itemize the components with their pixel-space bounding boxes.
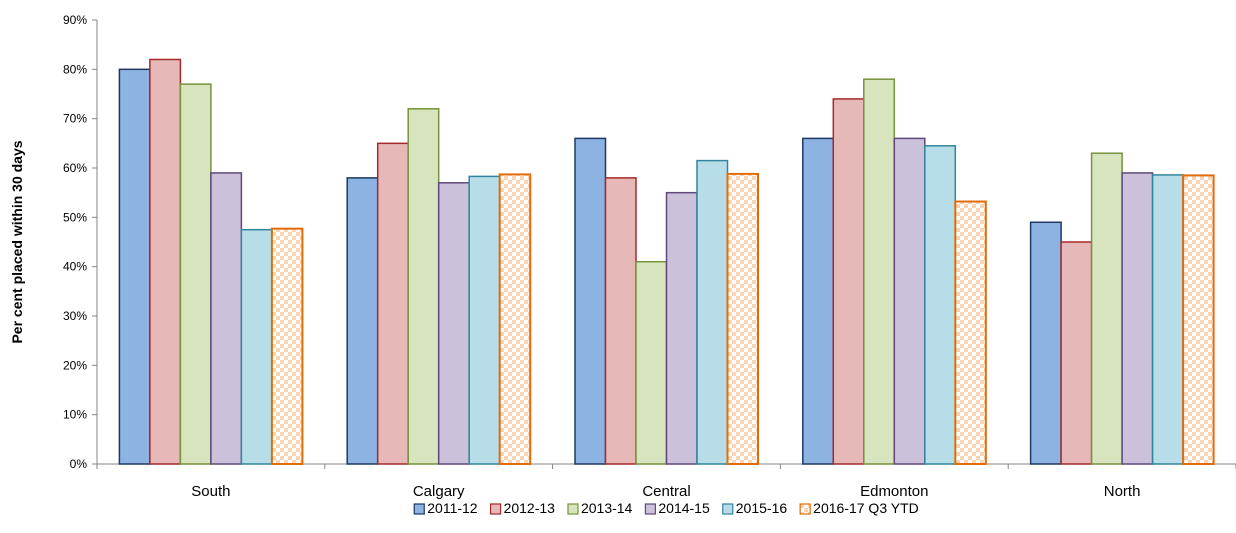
bar-north-2016-17-q3-ytd: [1182, 174, 1215, 465]
x-tick-label: North: [1104, 483, 1141, 500]
bar-south-2013-14: [179, 83, 212, 465]
y-tick-label: 90%: [63, 13, 87, 27]
legend-item: 2014-15: [644, 500, 710, 516]
legend-swatch: [567, 503, 579, 515]
bar-calgary-2011-12: [346, 177, 379, 465]
bar-central-2014-15: [665, 191, 698, 465]
y-tick-label: 30%: [63, 309, 87, 323]
legend-label: 2015-16: [736, 500, 788, 516]
legend-swatch: [644, 503, 656, 515]
bar-central-2011-12: [574, 137, 607, 465]
legend-label: 2011-12: [427, 500, 478, 516]
legend-label: 2014-15: [658, 500, 710, 516]
y-axis-title: Per cent placed within 30 days: [9, 140, 25, 343]
bar-south-2016-17-q3-ytd: [270, 227, 304, 465]
bar-calgary-2013-14: [407, 108, 440, 465]
y-tick-label: 20%: [63, 358, 87, 372]
bar-south-2012-13: [149, 58, 182, 465]
y-tick-label: 70%: [63, 112, 87, 126]
legend-label: 2013-14: [581, 500, 633, 516]
bar-south-2015-16: [240, 228, 273, 465]
bar-central-2015-16: [696, 159, 729, 465]
bar-edmonton-2014-15: [893, 137, 926, 465]
legend: 2011-12 2012-13 2013-14 2014-15 2015-16 2016-…: [413, 500, 919, 516]
y-tick-label: 40%: [63, 260, 87, 274]
x-tick-label: Calgary: [413, 483, 465, 500]
y-tick-label: 0%: [70, 457, 88, 471]
bar-edmonton-2013-14: [863, 78, 896, 465]
y-tick-label: 50%: [63, 210, 87, 224]
legend-swatch: [413, 503, 425, 515]
bar-calgary-2014-15: [437, 182, 470, 465]
bar-central-2012-13: [604, 177, 637, 465]
bar-edmonton-2016-17-q3-ytd: [954, 200, 987, 466]
legend-item: 2011-12: [413, 500, 478, 516]
y-tick-label: 80%: [63, 62, 87, 76]
bar-edmonton-2012-13: [832, 98, 865, 465]
legend-item: 2012-13: [489, 500, 556, 516]
x-tick-label: Central: [642, 483, 690, 500]
bar-south-2011-12: [118, 68, 151, 465]
legend-swatch: [799, 503, 811, 515]
bar-north-2011-12: [1029, 221, 1062, 465]
bar-north-2013-14: [1090, 152, 1123, 465]
bar-north-2015-16: [1151, 174, 1184, 465]
bar-central-2013-14: [635, 260, 668, 465]
legend-item: 2015-16: [722, 500, 788, 516]
bar-central-2016-17-q3-ytd: [726, 172, 759, 465]
legend-item: 2013-14: [567, 500, 633, 516]
x-tick-label: Edmonton: [860, 483, 928, 500]
bar-calgary-2012-13: [376, 142, 409, 465]
legend-swatch: [489, 503, 502, 515]
bar-north-2012-13: [1060, 241, 1093, 465]
x-tick-label: South: [191, 483, 230, 500]
bar-south-2014-15: [210, 172, 243, 465]
axis-labels: 0% 10% 20% 30% 40% 50% 60% 70% 80% 90% South Calgar…: [63, 13, 1140, 500]
bar-calgary-2016-17-q3-ytd: [498, 173, 532, 465]
legend-label: 2012-13: [504, 500, 556, 516]
bar-north-2014-15: [1121, 172, 1154, 465]
bar-edmonton-2015-16: [924, 145, 957, 465]
bar-edmonton-2011-12: [802, 137, 835, 465]
bars: [118, 58, 1215, 466]
y-tick-label: 60%: [63, 161, 87, 175]
legend-label: 2016-17 Q3 YTD: [813, 500, 919, 516]
legend-swatch: [722, 503, 734, 515]
legend-item: 2016-17 Q3 YTD: [799, 500, 919, 516]
bar-calgary-2015-16: [468, 175, 501, 465]
y-tick-label: 10%: [63, 408, 87, 422]
